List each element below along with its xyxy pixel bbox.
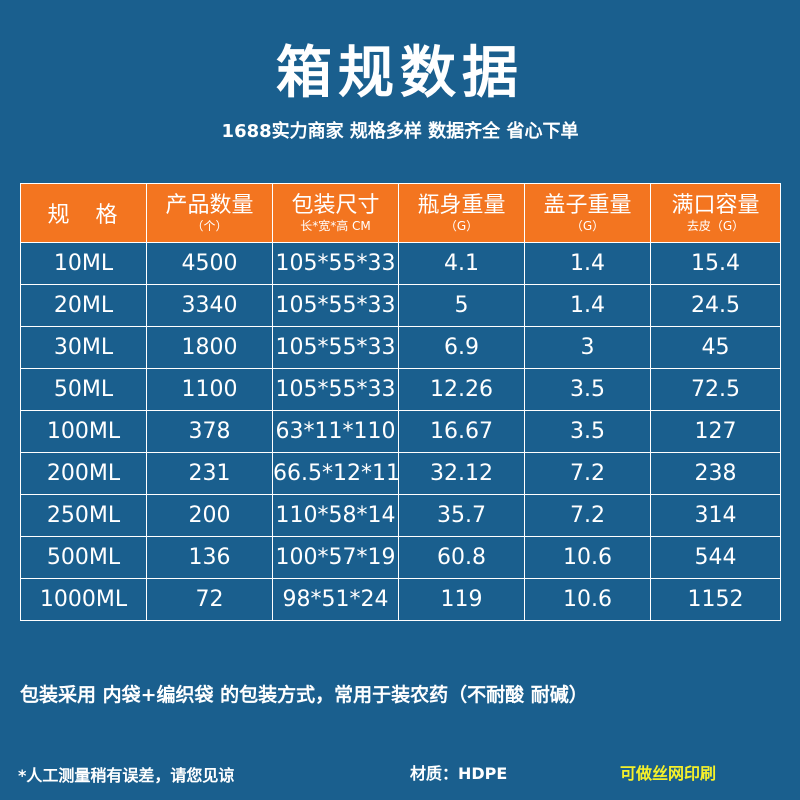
cell-package-size: 105*55*33 [272, 326, 399, 369]
table-row: 100ML 378 63*11*110 16.67 3.5 127 [20, 410, 781, 453]
cell-package-size: 100*57*19 [272, 536, 399, 579]
cell-cap-weight: 7.2 [524, 452, 651, 495]
cell-spec: 50ML [20, 368, 147, 411]
cell-bottle-weight: 5 [398, 284, 525, 327]
page-title: 箱规数据 [276, 41, 524, 106]
cell-bottle-weight: 6.9 [398, 326, 525, 369]
cell-quantity: 378 [146, 410, 273, 453]
cell-cap-weight: 3.5 [524, 410, 651, 453]
cell-bottle-weight: 119 [398, 578, 525, 621]
packing-spec-table: 规 格 产品数量 （个） 包装尺寸 长*宽*高 CM 瓶身重量 （G） 盖子重量… [20, 183, 781, 621]
cell-quantity: 1100 [146, 368, 273, 411]
cell-full-capacity: 15.4 [650, 242, 781, 285]
cell-spec: 30ML [20, 326, 147, 369]
cell-cap-weight: 3.5 [524, 368, 651, 411]
table-row: 10ML 4500 105*55*33 4.1 1.4 15.4 [20, 242, 781, 285]
cell-full-capacity: 1152 [650, 578, 781, 621]
cell-bottle-weight: 32.12 [398, 452, 525, 495]
table-row: 50ML 1100 105*55*33 12.26 3.5 72.5 [20, 368, 781, 411]
cell-full-capacity: 127 [650, 410, 781, 453]
cell-package-size: 105*55*33 [272, 368, 399, 411]
cell-full-capacity: 45 [650, 326, 781, 369]
cell-package-size: 66.5*12*112.5 [272, 452, 399, 495]
cell-cap-weight: 10.6 [524, 536, 651, 579]
cell-spec: 1000ML [20, 578, 147, 621]
cell-cap-weight: 7.2 [524, 494, 651, 537]
cell-quantity: 3340 [146, 284, 273, 327]
cell-spec: 500ML [20, 536, 147, 579]
header-bottle-weight: 瓶身重量 （G） [398, 183, 525, 243]
cell-full-capacity: 314 [650, 494, 781, 537]
print-option-label: 可做丝网印刷 [620, 764, 717, 783]
header-cap-weight: 盖子重量 （G） [524, 183, 651, 243]
cell-bottle-weight: 16.67 [398, 410, 525, 453]
cell-spec: 100ML [20, 410, 147, 453]
table-row: 1000ML 72 98*51*24 119 10.6 1152 [20, 578, 781, 621]
material-label: 材质：HDPE [410, 764, 508, 783]
cell-bottle-weight: 12.26 [398, 368, 525, 411]
cell-spec: 20ML [20, 284, 147, 327]
cell-quantity: 72 [146, 578, 273, 621]
cell-full-capacity: 544 [650, 536, 781, 579]
cell-spec: 200ML [20, 452, 147, 495]
cell-cap-weight: 3 [524, 326, 651, 369]
table-row: 500ML 136 100*57*19 60.8 10.6 544 [20, 536, 781, 579]
cell-spec: 10ML [20, 242, 147, 285]
cell-cap-weight: 10.6 [524, 578, 651, 621]
cell-package-size: 105*55*33 [272, 242, 399, 285]
cell-package-size: 110*58*14 [272, 494, 399, 537]
cell-package-size: 105*55*33 [272, 284, 399, 327]
page-subtitle: 1688实力商家 规格多样 数据齐全 省心下单 [221, 121, 579, 142]
table-header-row: 规 格 产品数量 （个） 包装尺寸 长*宽*高 CM 瓶身重量 （G） 盖子重量… [20, 183, 781, 243]
table-row: 30ML 1800 105*55*33 6.9 3 45 [20, 326, 781, 369]
cell-quantity: 231 [146, 452, 273, 495]
header-quantity: 产品数量 （个） [146, 183, 273, 243]
cell-full-capacity: 238 [650, 452, 781, 495]
cell-spec: 250ML [20, 494, 147, 537]
cell-bottle-weight: 4.1 [398, 242, 525, 285]
cell-cap-weight: 1.4 [524, 242, 651, 285]
cell-quantity: 1800 [146, 326, 273, 369]
table-row: 20ML 3340 105*55*33 5 1.4 24.5 [20, 284, 781, 327]
header-package-size: 包装尺寸 长*宽*高 CM [272, 183, 399, 243]
measurement-note: *人工测量稍有误差，请您见谅 [18, 766, 235, 785]
cell-bottle-weight: 60.8 [398, 536, 525, 579]
cell-full-capacity: 72.5 [650, 368, 781, 411]
cell-package-size: 98*51*24 [272, 578, 399, 621]
header-full-capacity: 满口容量 去皮（G） [650, 183, 781, 243]
cell-quantity: 200 [146, 494, 273, 537]
cell-package-size: 63*11*110 [272, 410, 399, 453]
table-row: 250ML 200 110*58*14 35.7 7.2 314 [20, 494, 781, 537]
header-spec: 规 格 [20, 183, 147, 243]
cell-bottle-weight: 35.7 [398, 494, 525, 537]
packaging-description: 包装采用 内袋+编织袋 的包装方式，常用于装农药（不耐酸 耐碱） [20, 684, 588, 706]
cell-quantity: 4500 [146, 242, 273, 285]
cell-cap-weight: 1.4 [524, 284, 651, 327]
cell-quantity: 136 [146, 536, 273, 579]
cell-full-capacity: 24.5 [650, 284, 781, 327]
